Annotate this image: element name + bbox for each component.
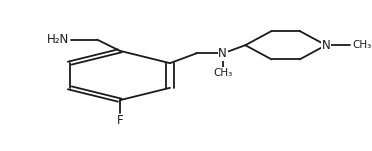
Text: N: N [321,39,330,52]
Text: F: F [116,114,123,127]
Text: H₂N: H₂N [47,33,69,46]
Text: N: N [218,47,227,60]
Text: CH₃: CH₃ [213,68,232,78]
Text: CH₃: CH₃ [352,40,372,50]
